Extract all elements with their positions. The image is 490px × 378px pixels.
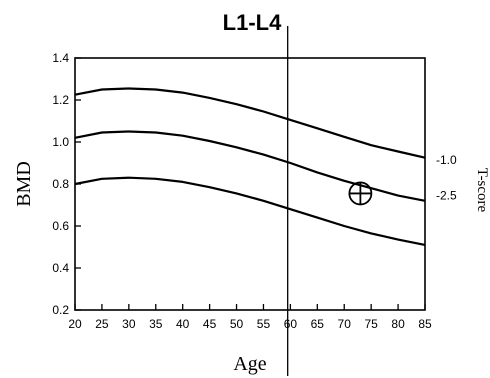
tscore-label: -1.0: [436, 153, 457, 167]
x-tick-label: 30: [122, 317, 136, 331]
tscore-label: -2.5: [436, 189, 457, 203]
plot-frame: [74, 57, 426, 311]
y-axis: 0.2 0.4 0.6 0.8 1.0 1.2 1.4: [52, 51, 81, 317]
x-axis-label: Age: [233, 353, 266, 375]
tscore-axis: -1.0 -2.5: [436, 153, 457, 203]
x-tick-label: 75: [364, 317, 378, 331]
y-tick-label: 1.0: [52, 135, 69, 149]
y-tick-label: 0.2: [52, 303, 69, 317]
x-tick-label: 80: [391, 317, 405, 331]
x-tick-label: 45: [203, 317, 217, 331]
reference-curve-3: [74, 176, 426, 246]
y-tick-label: 1.4: [52, 51, 69, 65]
reference-curve-1: [74, 87, 426, 159]
x-axis: 20 25 30 35 40 45 50 55 60 65 70 75 80 85: [68, 304, 432, 331]
x-tick-label: 20: [68, 317, 82, 331]
reference-curves: [74, 87, 426, 246]
x-tick-label: 60: [284, 317, 298, 331]
patient-marker: [348, 181, 373, 206]
x-tick-label: 70: [338, 317, 352, 331]
y-tick-label: 1.2: [52, 93, 69, 107]
y-axis-label: BMD: [13, 161, 35, 207]
x-tick-label: 25: [95, 317, 109, 331]
x-tick-label: 65: [311, 317, 325, 331]
x-tick-label: 85: [418, 317, 432, 331]
tscore-axis-title: T-score: [474, 168, 490, 213]
x-tick-label: 35: [149, 317, 163, 331]
x-tick-label: 55: [257, 317, 271, 331]
x-tick-label: 50: [230, 317, 244, 331]
y-tick-label: 0.8: [52, 177, 69, 191]
chart-title: L1-L4: [223, 10, 282, 35]
y-tick-label: 0.4: [52, 261, 69, 275]
reference-curve-2: [74, 130, 426, 202]
y-tick-label: 0.6: [52, 219, 69, 233]
x-tick-label: 40: [176, 317, 190, 331]
